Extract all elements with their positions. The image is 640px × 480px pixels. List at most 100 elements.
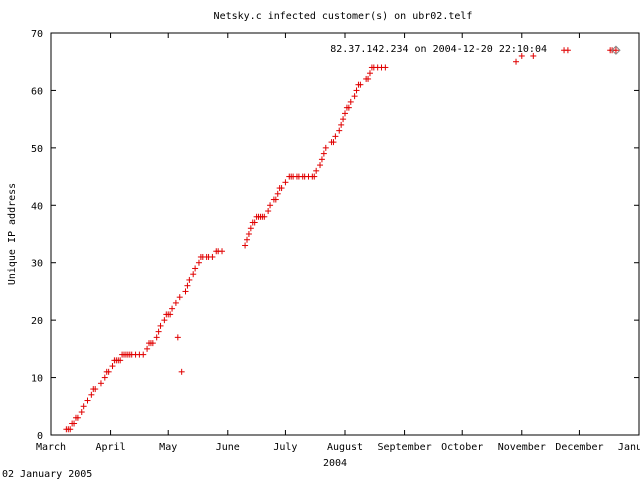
- point-annotation: 82.37.142.234 on 2004-12-20 22:10:04: [330, 44, 547, 55]
- x-tick-label: August: [327, 442, 363, 453]
- data-point: [101, 374, 108, 381]
- data-point: [169, 305, 176, 312]
- data-point: [530, 52, 537, 59]
- data-point: [365, 75, 372, 82]
- data-point: [182, 288, 189, 295]
- data-point: [267, 202, 274, 209]
- data-point: [88, 391, 95, 398]
- data-point: [195, 259, 202, 266]
- data-point: [78, 409, 85, 416]
- data-point: [342, 110, 348, 117]
- data-point: [336, 127, 343, 134]
- data-point: [317, 162, 324, 169]
- data-point: [320, 150, 327, 157]
- data-point: [347, 98, 354, 105]
- data-point: [351, 93, 358, 100]
- y-axis: 0 10 20 30 40 50 60 70: [31, 29, 639, 442]
- x-tick-label: July: [273, 442, 297, 453]
- footer-date: 02 January 2005: [2, 469, 92, 480]
- x-axis-label: 2004: [323, 458, 347, 469]
- data-point: [155, 328, 162, 335]
- data-point: [74, 414, 81, 421]
- data-point: [345, 104, 352, 111]
- data-point: [322, 144, 329, 151]
- data-point: [174, 334, 181, 341]
- x-tick-label: November: [498, 442, 546, 453]
- data-points: [63, 45, 621, 433]
- x-tick-label: May: [159, 442, 177, 453]
- data-point: [311, 173, 318, 180]
- data-point: [251, 219, 258, 226]
- y-tick-label: 20: [31, 316, 43, 327]
- x-tick-label: April: [96, 442, 126, 453]
- data-point: [564, 47, 571, 54]
- data-point: [612, 47, 619, 54]
- highlight-marker: [611, 45, 621, 55]
- data-point: [318, 156, 325, 163]
- data-point: [190, 271, 197, 278]
- data-point: [242, 242, 249, 249]
- data-point: [167, 311, 174, 318]
- plot-frame: [50, 32, 640, 436]
- data-point: [209, 253, 216, 260]
- x-axis: March April May June July August September Octo…: [36, 33, 640, 453]
- y-axis-label: Unique IP address: [7, 183, 18, 285]
- data-point: [172, 299, 179, 306]
- x-tick-label: October: [441, 442, 483, 453]
- data-point: [313, 167, 320, 174]
- data-point: [184, 282, 191, 289]
- data-point: [105, 368, 112, 375]
- data-point: [67, 426, 74, 433]
- data-point: [330, 139, 337, 146]
- data-point: [92, 386, 99, 393]
- data-point: [261, 213, 268, 220]
- data-point: [176, 294, 183, 301]
- chart-title: Netsky.c infected customer(s) on ubr02.t…: [214, 11, 473, 22]
- data-point: [274, 190, 281, 197]
- data-point: [244, 236, 250, 243]
- x-tick-label: June: [216, 442, 240, 453]
- data-point: [340, 116, 347, 123]
- data-point: [192, 265, 199, 272]
- data-point: [338, 121, 345, 128]
- data-point: [513, 58, 520, 65]
- data-point: [117, 357, 124, 364]
- y-tick-label: 70: [31, 29, 43, 40]
- data-point: [247, 225, 254, 232]
- data-point: [278, 185, 285, 192]
- y-tick-label: 0: [37, 431, 43, 442]
- data-point: [178, 368, 185, 375]
- data-point: [282, 179, 289, 186]
- data-point: [153, 334, 160, 341]
- data-point: [245, 231, 252, 237]
- x-tick-label: March: [36, 442, 66, 453]
- x-tick-label: January: [618, 442, 640, 453]
- data-point: [140, 351, 147, 358]
- y-tick-label: 60: [31, 86, 43, 97]
- data-point: [97, 380, 104, 387]
- data-point: [265, 208, 272, 215]
- y-tick-label: 30: [31, 259, 43, 270]
- data-point: [366, 70, 373, 77]
- data-point: [332, 133, 339, 140]
- data-point: [157, 322, 164, 329]
- x-tick-label: December: [555, 442, 603, 453]
- data-point: [80, 403, 87, 410]
- x-tick-label: September: [377, 442, 431, 453]
- data-point: [518, 52, 525, 59]
- data-point: [71, 420, 78, 427]
- y-tick-label: 10: [31, 374, 43, 385]
- data-point: [353, 87, 360, 94]
- data-point: [149, 340, 156, 347]
- data-point: [357, 81, 364, 88]
- data-point: [219, 248, 226, 255]
- data-point: [272, 196, 279, 203]
- data-point: [144, 345, 151, 352]
- data-point: [161, 317, 168, 324]
- data-point: [109, 363, 116, 370]
- data-point: [186, 276, 193, 283]
- y-tick-label: 40: [31, 201, 43, 212]
- data-point: [84, 397, 91, 404]
- data-point: [382, 64, 389, 71]
